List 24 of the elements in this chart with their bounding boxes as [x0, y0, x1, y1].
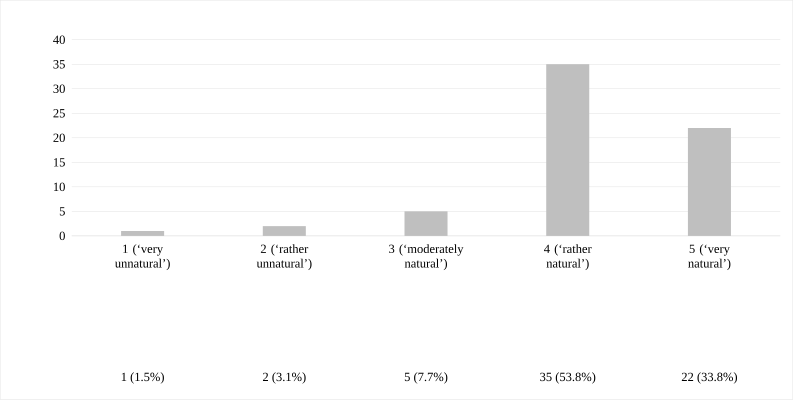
y-tick-label: 20: [53, 134, 65, 142]
y-tick-label: 15: [54, 158, 65, 167]
y-tick-label: 40: [53, 36, 65, 44]
y-tick-label: 5: [60, 207, 65, 216]
bar: [546, 64, 590, 236]
y-tick-label: 30: [53, 84, 65, 94]
data-label: 22 (33.8%): [682, 372, 738, 384]
data-label: 35 (53.8%): [540, 372, 596, 384]
x-tick-label: 2 (‘rather unnatural’): [256, 244, 312, 270]
y-tick-label: 10: [54, 182, 65, 192]
x-tick-label: 1 (‘very unnatural’): [114, 244, 170, 270]
bar: [121, 231, 164, 236]
y-tick-label: 25: [53, 109, 65, 118]
data-label: 1 (1.5%): [122, 372, 164, 384]
bar: [262, 226, 306, 236]
y-tick-label: 0: [60, 232, 65, 240]
data-label: 2 (3.1%): [262, 372, 306, 384]
y-tick-label: 35: [53, 60, 65, 69]
x-tick-label: 3 (‘moderately natural’): [389, 244, 464, 270]
x-tick-label: 4 (‘rather natural’): [544, 244, 592, 270]
bar: [404, 212, 448, 236]
x-tick-label: 5 (‘very natural’): [688, 244, 730, 270]
bar: [688, 128, 731, 236]
data-label: 5 (7.7%): [404, 372, 448, 384]
